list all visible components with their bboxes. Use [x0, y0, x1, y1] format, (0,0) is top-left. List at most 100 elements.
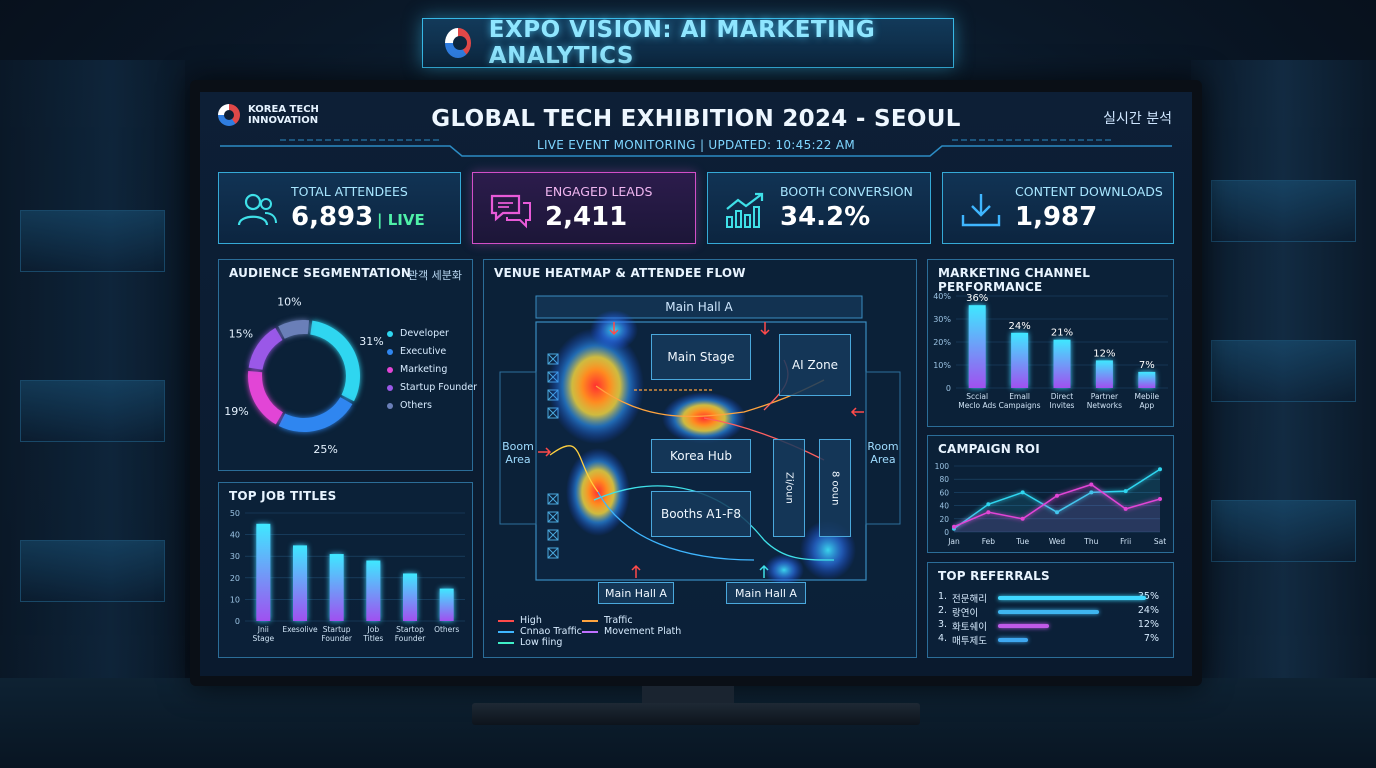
y-tick-label: 20%: [933, 338, 951, 347]
bar: [403, 573, 417, 621]
panel-title: TOP JOB TITLES: [229, 489, 337, 503]
y-tick-label: 50: [230, 509, 240, 518]
referral-percent: 24%: [1137, 605, 1159, 616]
audience-legend: Developer Executive Marketing Startup Found…: [387, 328, 477, 418]
x-tick-label: Networks: [1087, 401, 1122, 410]
x-tick-label: Sccial: [966, 392, 988, 401]
referral-row[interactable]: 3. 화토쉐이 12%: [938, 619, 1163, 633]
y-tick-label: 40%: [933, 292, 951, 301]
referral-rank: 4.: [938, 633, 948, 644]
live-badge: | LIVE: [377, 211, 425, 229]
bar: [329, 554, 344, 621]
series-point: [1089, 482, 1094, 487]
legend-item: Others: [387, 400, 477, 418]
bottom-right-hall[interactable]: Main Hall A: [726, 582, 806, 604]
y-tick-label: 0: [946, 384, 951, 393]
panel-title: AUDIENCE SEGMENTATION: [229, 266, 412, 280]
heatmap-legend-movement: Movement Plath: [604, 626, 682, 637]
donut-slice: [248, 327, 283, 370]
background-server-rack-left: [0, 60, 185, 700]
donut-slice: [278, 320, 310, 339]
x-tick-label: Campaigns: [999, 401, 1041, 410]
audience-donut-chart: 31% 25% 19% 15% 10%: [224, 295, 383, 456]
donut-slice-label: 25%: [313, 443, 337, 456]
y-tick-label: 20: [230, 574, 240, 583]
x-tick-label: Founder: [395, 634, 427, 643]
referral-row[interactable]: 1. 전문해리 35%: [938, 591, 1163, 605]
download-icon: [961, 194, 1001, 227]
vertical-zone-b[interactable]: 8 ooun: [819, 439, 851, 537]
x-tick-label: Mebile: [1134, 392, 1159, 401]
legend-item: Developer: [387, 328, 477, 346]
x-tick-label: Emall: [1009, 392, 1030, 401]
legend-label: Others: [400, 400, 432, 411]
top-referrals-panel: TOP REFERRALS 1. 전문해리 35% 2. 랑연이 24% 3. 화토쉐이 12%…: [927, 562, 1174, 658]
y-tick-label: 10%: [933, 361, 951, 370]
bar: [366, 560, 381, 621]
booths-zone[interactable]: Booths A1-F8: [651, 491, 751, 537]
bar: [293, 545, 307, 621]
venue-map[interactable]: Main Hall A Main Stage AI Zone Korea Hub…: [484, 260, 916, 657]
referral-source: 랑연이: [952, 608, 979, 619]
right-area-label: Room Area: [867, 440, 899, 466]
series-point: [1158, 497, 1162, 501]
x-tick-label: Others: [434, 625, 459, 634]
x-tick-label: Titles: [362, 634, 383, 643]
referral-bar: [998, 610, 1100, 614]
top-banner: EXPO VISION: AI MARKETING ANALYTICS: [422, 17, 954, 69]
series-point: [986, 510, 991, 515]
legend-swatch: [387, 330, 393, 337]
kpi-value: 34.2%: [780, 202, 871, 232]
donut-slice: [310, 320, 360, 402]
vertical-zone-a[interactable]: Zi/oun: [773, 439, 805, 537]
referral-row[interactable]: 4. 매투제도 7%: [938, 633, 1163, 647]
referral-row[interactable]: 2. 랑연이 24%: [938, 605, 1163, 619]
realtime-analysis-label: 실시간 분석: [1103, 111, 1172, 127]
x-tick-label: Partner: [1091, 392, 1119, 401]
legend-label: Marketing: [400, 364, 448, 375]
audience-segmentation-panel: AUDIENCE SEGMENTATION 관객 세분화 31% 25% 19% 15…: [218, 259, 477, 471]
donut-slice-label: 31%: [359, 335, 383, 348]
left-area-label: Boom Area: [502, 440, 534, 466]
bar: [1138, 371, 1156, 388]
legend-label: Executive: [400, 346, 447, 357]
korea-hub-zone[interactable]: Korea Hub: [651, 439, 751, 473]
brand-name: KOREA TECH INNOVATION: [248, 104, 319, 126]
roi-line-chart: 0 20 40 60 80 100 Jan Feb Tue Wed Thu Frii Sat: [935, 462, 1167, 546]
x-tick-label: Startop: [396, 625, 424, 634]
bar: [968, 305, 986, 388]
referral-bar: [998, 596, 1146, 600]
bar-value-label: 7%: [1139, 360, 1155, 371]
series-point: [1089, 490, 1094, 495]
kpi-content-downloads[interactable]: CONTENT DOWNLOADS 1,987: [942, 172, 1174, 244]
kpi-label: CONTENT DOWNLOADS: [1015, 184, 1163, 199]
y-tick-label: 60: [939, 488, 949, 497]
legend-item: Startup Founder: [387, 382, 477, 400]
korea-tech-logo-icon: [218, 104, 240, 126]
main-stage-zone[interactable]: Main Stage: [651, 334, 751, 380]
x-tick-label: Feb: [982, 537, 996, 546]
ai-zone[interactable]: AI Zone: [779, 334, 851, 396]
kpi-engaged-leads[interactable]: ENGAGED LEADS 2,411: [472, 172, 696, 244]
legend-label: Developer: [400, 328, 449, 339]
marketing-channel-panel: MARKETING CHANNEL PERFORMANCE 0 10% 20% 30%…: [927, 259, 1174, 427]
bar: [1095, 360, 1113, 388]
referral-bar: [998, 624, 1049, 628]
series-point: [1158, 467, 1162, 472]
donut-slice-label: 15%: [229, 328, 253, 341]
donut-slice-label: 19%: [224, 405, 248, 418]
x-tick-label: App: [1139, 401, 1154, 410]
kpi-label: ENGAGED LEADS: [545, 184, 653, 199]
series-point: [1055, 493, 1059, 498]
kpi-booth-conversion[interactable]: BOOTH CONVERSION 34.2%: [707, 172, 931, 244]
monitor-stand-base: [472, 703, 920, 725]
kpi-value: 1,987: [1015, 202, 1098, 232]
x-tick-label: Sat: [1154, 537, 1166, 546]
kpi-total-attendees[interactable]: TOTAL ATTENDEES 6,893 | LIVE: [218, 172, 461, 244]
chat-icon: [490, 194, 531, 229]
series-point: [1123, 506, 1128, 511]
legend-swatch: [387, 366, 393, 373]
bottom-left-hall[interactable]: Main Hall A: [598, 582, 674, 604]
series-point: [1020, 490, 1025, 495]
x-tick-label: Thu: [1083, 537, 1098, 546]
